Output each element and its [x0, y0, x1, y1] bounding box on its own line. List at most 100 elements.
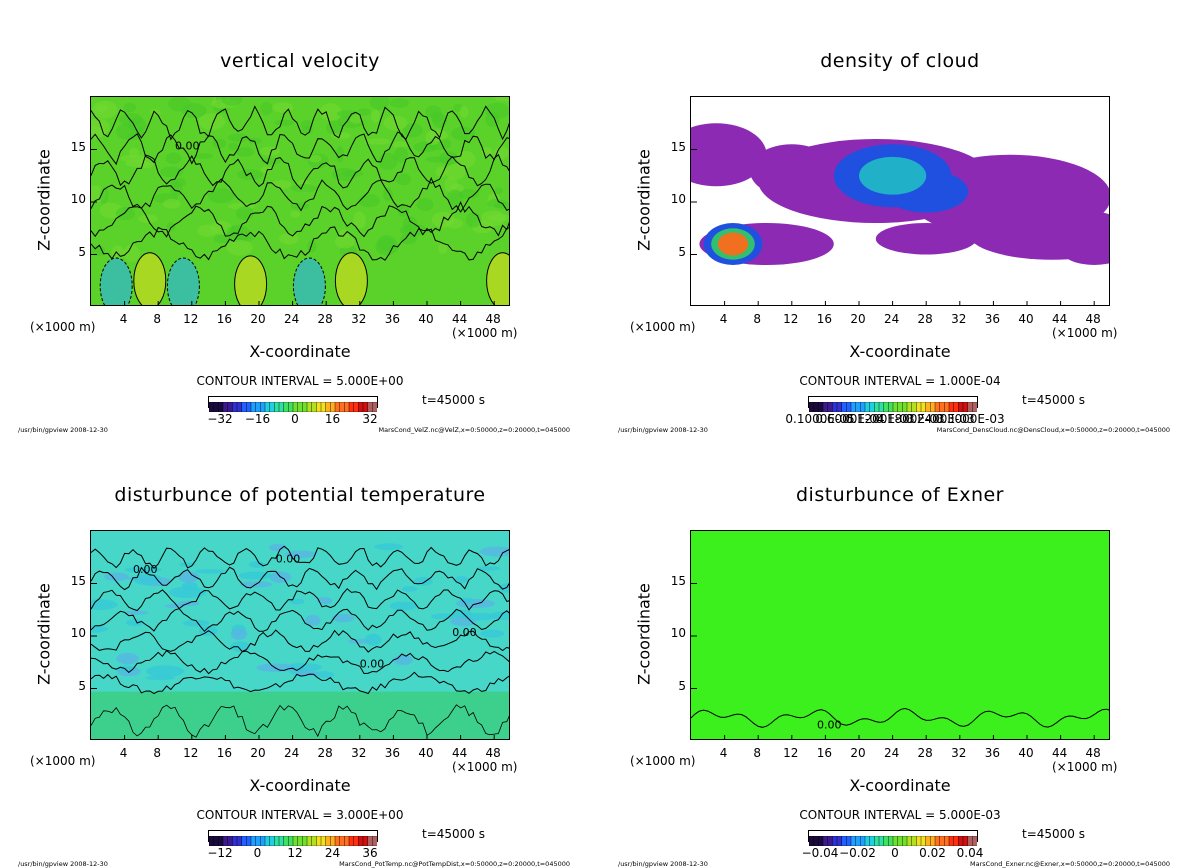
- vertical-velocity-colorbar-cell: [269, 401, 276, 413]
- density-of-cloud-colorbar-cell: [930, 401, 936, 413]
- exner-xtick-label: 16: [816, 746, 833, 760]
- potential-temperature-contour-interval: CONTOUR INTERVAL = 3.000E+00: [196, 808, 404, 822]
- exner-colorbar-cell: [944, 835, 950, 847]
- vertical-velocity-field-patch: [358, 193, 380, 208]
- potential-temperature-time-label: t=45000 s: [422, 827, 485, 841]
- density-of-cloud-colorbar-label: 0.3000E-03: [935, 412, 1005, 426]
- exner-xtick-label: 24: [883, 746, 900, 760]
- exner-colorbar-cell: [925, 835, 932, 847]
- vertical-velocity-colorbar-cell: [297, 401, 304, 413]
- density-of-cloud-x-unit-right: (×1000 m): [1052, 326, 1118, 340]
- vertical-velocity-field-patch: [493, 97, 509, 102]
- vertical-velocity-colorbar-cell: [339, 401, 346, 413]
- vertical-velocity-footer-left: /usr/bin/gpview 2008-12-30: [18, 426, 108, 434]
- vertical-velocity-field-patch: [445, 163, 466, 181]
- potential-temperature-field-patch: [393, 654, 413, 666]
- vertical-velocity-field-patch: [96, 104, 109, 113]
- density-of-cloud-xtick-label: 20: [850, 312, 866, 326]
- density-of-cloud-colorbar-cell: [962, 401, 969, 413]
- potential-temperature-y-axis-label: Z-coordinate: [34, 583, 54, 685]
- exner-colorbar-cell: [827, 835, 834, 847]
- exner-footer-right: MarsCond_Exner.nc@Exner,x=0:50000,z=0:20…: [970, 860, 1170, 868]
- potential-temperature-field-patch: [401, 585, 418, 592]
- potential-temperature-xtick-label: 12: [183, 746, 199, 760]
- vertical-velocity-field-patch: [165, 152, 181, 165]
- density-of-cloud-colorbar-cell: [883, 401, 890, 413]
- vertical-velocity-negative-cell: [99, 257, 133, 305]
- vertical-velocity-field-patch: [228, 142, 239, 151]
- vertical-velocity-positive-cell: [133, 252, 167, 305]
- density-of-cloud-cloud-region: [717, 232, 749, 256]
- vertical-velocity-colorbar-cell: [344, 401, 350, 413]
- exner-footer-left: /usr/bin/gpview 2008-12-30: [618, 860, 708, 868]
- potential-temperature-title: disturbunce of potential temperature: [114, 484, 486, 506]
- exner-colorbar-cell: [860, 835, 866, 847]
- density-of-cloud-x-unit-left: (×1000 m): [630, 320, 696, 334]
- vertical-velocity-field-patch: [395, 173, 412, 186]
- exner-ytick-label: 5: [678, 678, 686, 693]
- vertical-velocity-field-patch: [416, 198, 434, 212]
- vertical-velocity-xtick-label: 20: [250, 312, 266, 326]
- vertical-velocity-field-patch: [444, 176, 458, 193]
- vertical-velocity-xtick-label: 12: [183, 312, 199, 326]
- vertical-velocity-field-patch: [438, 243, 448, 254]
- potential-temperature-heatmap: 0.00 0.00 0.00 0.00: [91, 531, 509, 739]
- density-of-cloud-footer-left: /usr/bin/gpview 2008-12-30: [618, 426, 708, 434]
- vertical-velocity-field-patch: [236, 206, 254, 221]
- exner-colorbar-cell: [883, 835, 890, 847]
- vertical-velocity-contour-line: [91, 131, 509, 166]
- potential-temperature-colorbar-cell: [306, 835, 313, 847]
- density-of-cloud-colorbar-cell: [944, 401, 950, 413]
- density-of-cloud-colorbar-cell: [939, 401, 946, 413]
- exner-colorbar-cell: [836, 835, 843, 847]
- density-of-cloud-xtick-label: 44: [1051, 312, 1068, 326]
- potential-temperature-ytick-label: 15: [70, 573, 86, 588]
- vertical-velocity-field-patch: [300, 120, 313, 130]
- potential-temperature-colorbar-cell: [264, 835, 271, 847]
- vertical-velocity-field-patch: [248, 137, 262, 145]
- potential-temperature-colorbar-cell: [316, 835, 322, 847]
- density-of-cloud-colorbar-label: 0.1800E-03: [875, 412, 945, 426]
- density-of-cloud-title: density of cloud: [820, 50, 980, 72]
- vertical-velocity-field-patch: [212, 138, 227, 149]
- vertical-velocity-colorbar-cell: [367, 401, 374, 413]
- potential-temperature-field-patch: [125, 619, 145, 627]
- density-of-cloud-xtick-label: 28: [917, 312, 933, 326]
- potential-temperature-contour-label: 0.00: [360, 658, 385, 671]
- potential-temperature-field-patch: [169, 586, 206, 599]
- vertical-velocity-field-patch: [289, 210, 301, 218]
- vertical-velocity-ytick-label: 15: [70, 139, 86, 154]
- density-of-cloud-contour-interval: CONTOUR INTERVAL = 1.000E-04: [799, 374, 1001, 388]
- potential-temperature-colorbar-cell: [260, 835, 266, 847]
- density-of-cloud-xtick-label: 4: [719, 312, 728, 326]
- vertical-velocity-field-patch: [260, 166, 272, 173]
- potential-temperature-field-patch: [145, 675, 175, 681]
- potential-temperature-field-patch: [476, 566, 501, 571]
- potential-temperature-ytick-label: 5: [78, 678, 86, 693]
- exner-colorbar-cell: [916, 835, 922, 847]
- exner-heatmap: 0.00: [691, 531, 1109, 739]
- potential-temperature-contour-line: [91, 649, 509, 675]
- exner-colorbar-cell: [832, 835, 838, 847]
- density-of-cloud-colorbar-cell: [850, 401, 857, 413]
- vertical-velocity-field-patch: [494, 187, 503, 195]
- vertical-velocity-field-patch: [127, 117, 147, 133]
- vertical-velocity-field-patch: [389, 98, 409, 108]
- vertical-velocity-field-patch: [260, 101, 273, 116]
- potential-temperature-colorbar-cell: [320, 835, 327, 847]
- density-of-cloud-colorbar-cell: [920, 401, 927, 413]
- density-of-cloud-colorbar-cell: [911, 401, 918, 413]
- potential-temperature-field-patch: [230, 628, 248, 640]
- exner-colorbar-cell: [855, 835, 862, 847]
- vertical-velocity-colorbar-label: −16: [244, 412, 271, 426]
- density-of-cloud-cloud-region: [859, 156, 927, 195]
- exner-colorbar-cell: [841, 835, 848, 847]
- vertical-velocity-field-patch: [425, 156, 450, 163]
- vertical-velocity-field-patch: [335, 235, 355, 249]
- exner-xtick-label: 8: [753, 746, 761, 760]
- vertical-velocity-colorbar-label: 16: [324, 412, 341, 426]
- potential-temperature-colorbar-cell: [278, 835, 285, 847]
- potential-temperature-colorbar-cell: [358, 835, 364, 847]
- potential-temperature-field-patch: [289, 598, 305, 605]
- exner-y-axis-label: Z-coordinate: [634, 583, 654, 685]
